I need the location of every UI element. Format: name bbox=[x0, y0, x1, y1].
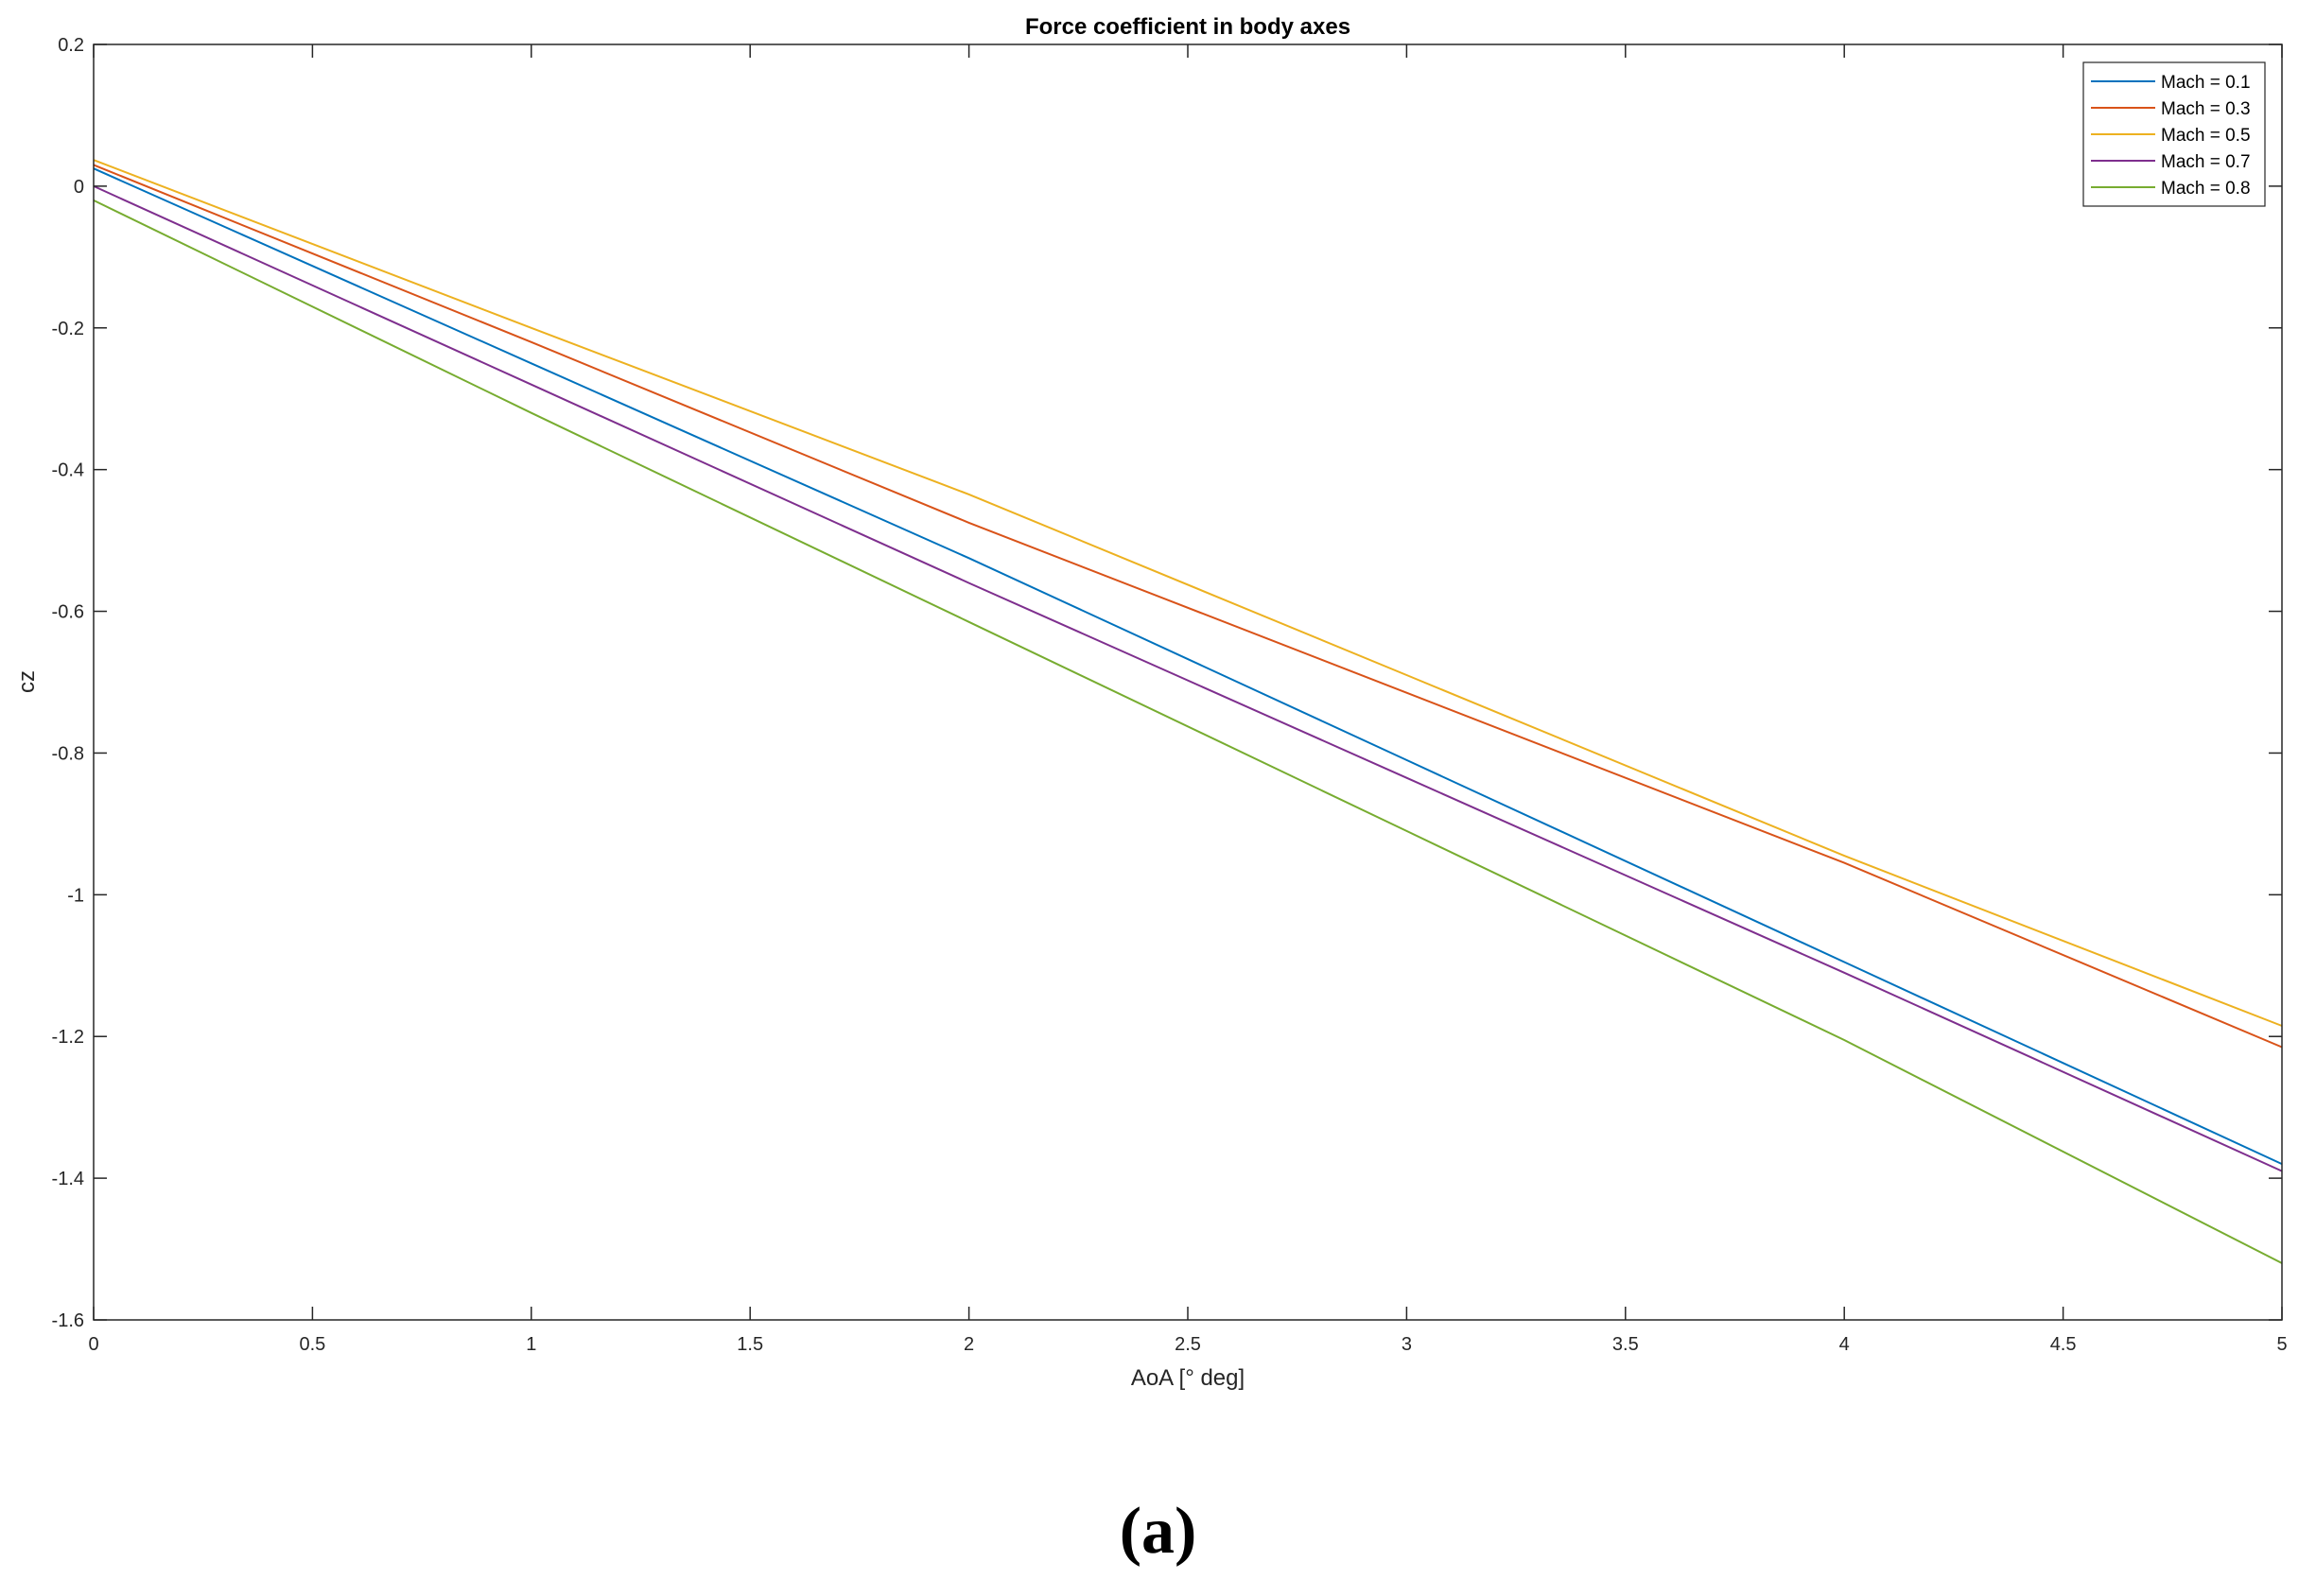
legend-label: Mach = 0.7 bbox=[2161, 152, 2251, 172]
y-axis: 0.2 0 -0.2 -0.4 -0.6 -0.8 -1 -1.2 -1.4 -1.6 bbox=[52, 35, 2282, 1331]
x-tick-label: 2 bbox=[964, 1334, 974, 1355]
series-line-2 bbox=[93, 164, 2283, 1049]
x-tick-label: 4.5 bbox=[2050, 1334, 2077, 1355]
legend: Mach = 0.1 Mach = 0.3 Mach = 0.5 Mach = 0.7… bbox=[2082, 61, 2266, 207]
y-tick-label: -0.8 bbox=[52, 743, 84, 764]
legend-label: Mach = 0.8 bbox=[2161, 179, 2251, 199]
x-axis: 0 0.5 1 1.5 2 2.5 3 3.5 4 4.5 5 bbox=[88, 44, 2288, 1355]
legend-label: Mach = 0.3 bbox=[2161, 99, 2251, 119]
x-tick-label: 1 bbox=[526, 1334, 536, 1355]
x-tick-label: 4 bbox=[1839, 1334, 1850, 1355]
y-tick-label: 0.2 bbox=[58, 35, 84, 56]
y-tick-label: -1.2 bbox=[52, 1027, 84, 1048]
x-tick-label: 3 bbox=[1402, 1334, 1412, 1355]
series-line-4 bbox=[93, 184, 2283, 1172]
figure-caption: (a) bbox=[1119, 1495, 1197, 1568]
legend-label: Mach = 0.5 bbox=[2161, 126, 2251, 146]
x-tick-label: 3.5 bbox=[1612, 1334, 1639, 1355]
y-axis-label: cz bbox=[14, 670, 40, 693]
y-tick-label: -0.4 bbox=[52, 460, 84, 481]
y-tick-label: -1 bbox=[67, 885, 84, 906]
y-tick-label: 0 bbox=[74, 177, 84, 198]
y-tick-label: -1.4 bbox=[52, 1169, 84, 1189]
x-tick-label: 0.5 bbox=[299, 1334, 325, 1355]
chart-title: Force coefficient in body axes bbox=[1025, 14, 1350, 40]
series-line-5 bbox=[93, 200, 2283, 1264]
y-tick-label: -0.6 bbox=[52, 602, 84, 623]
x-tick-label: 1.5 bbox=[737, 1334, 763, 1355]
x-tick-label: 0 bbox=[88, 1334, 98, 1355]
x-axis-label: AoA [° deg] bbox=[1131, 1365, 1245, 1391]
plot-area bbox=[94, 44, 2282, 1320]
x-tick-label: 2.5 bbox=[1175, 1334, 1201, 1355]
series-line-3 bbox=[93, 159, 2283, 1027]
series-line-1 bbox=[93, 167, 2283, 1166]
x-tick-label: 5 bbox=[2276, 1334, 2287, 1355]
y-tick-label: -0.2 bbox=[52, 319, 84, 339]
series-layer bbox=[93, 159, 2283, 1264]
y-tick-label: -1.6 bbox=[52, 1310, 84, 1331]
plot-background bbox=[94, 44, 2282, 1320]
legend-label: Mach = 0.1 bbox=[2161, 73, 2251, 93]
